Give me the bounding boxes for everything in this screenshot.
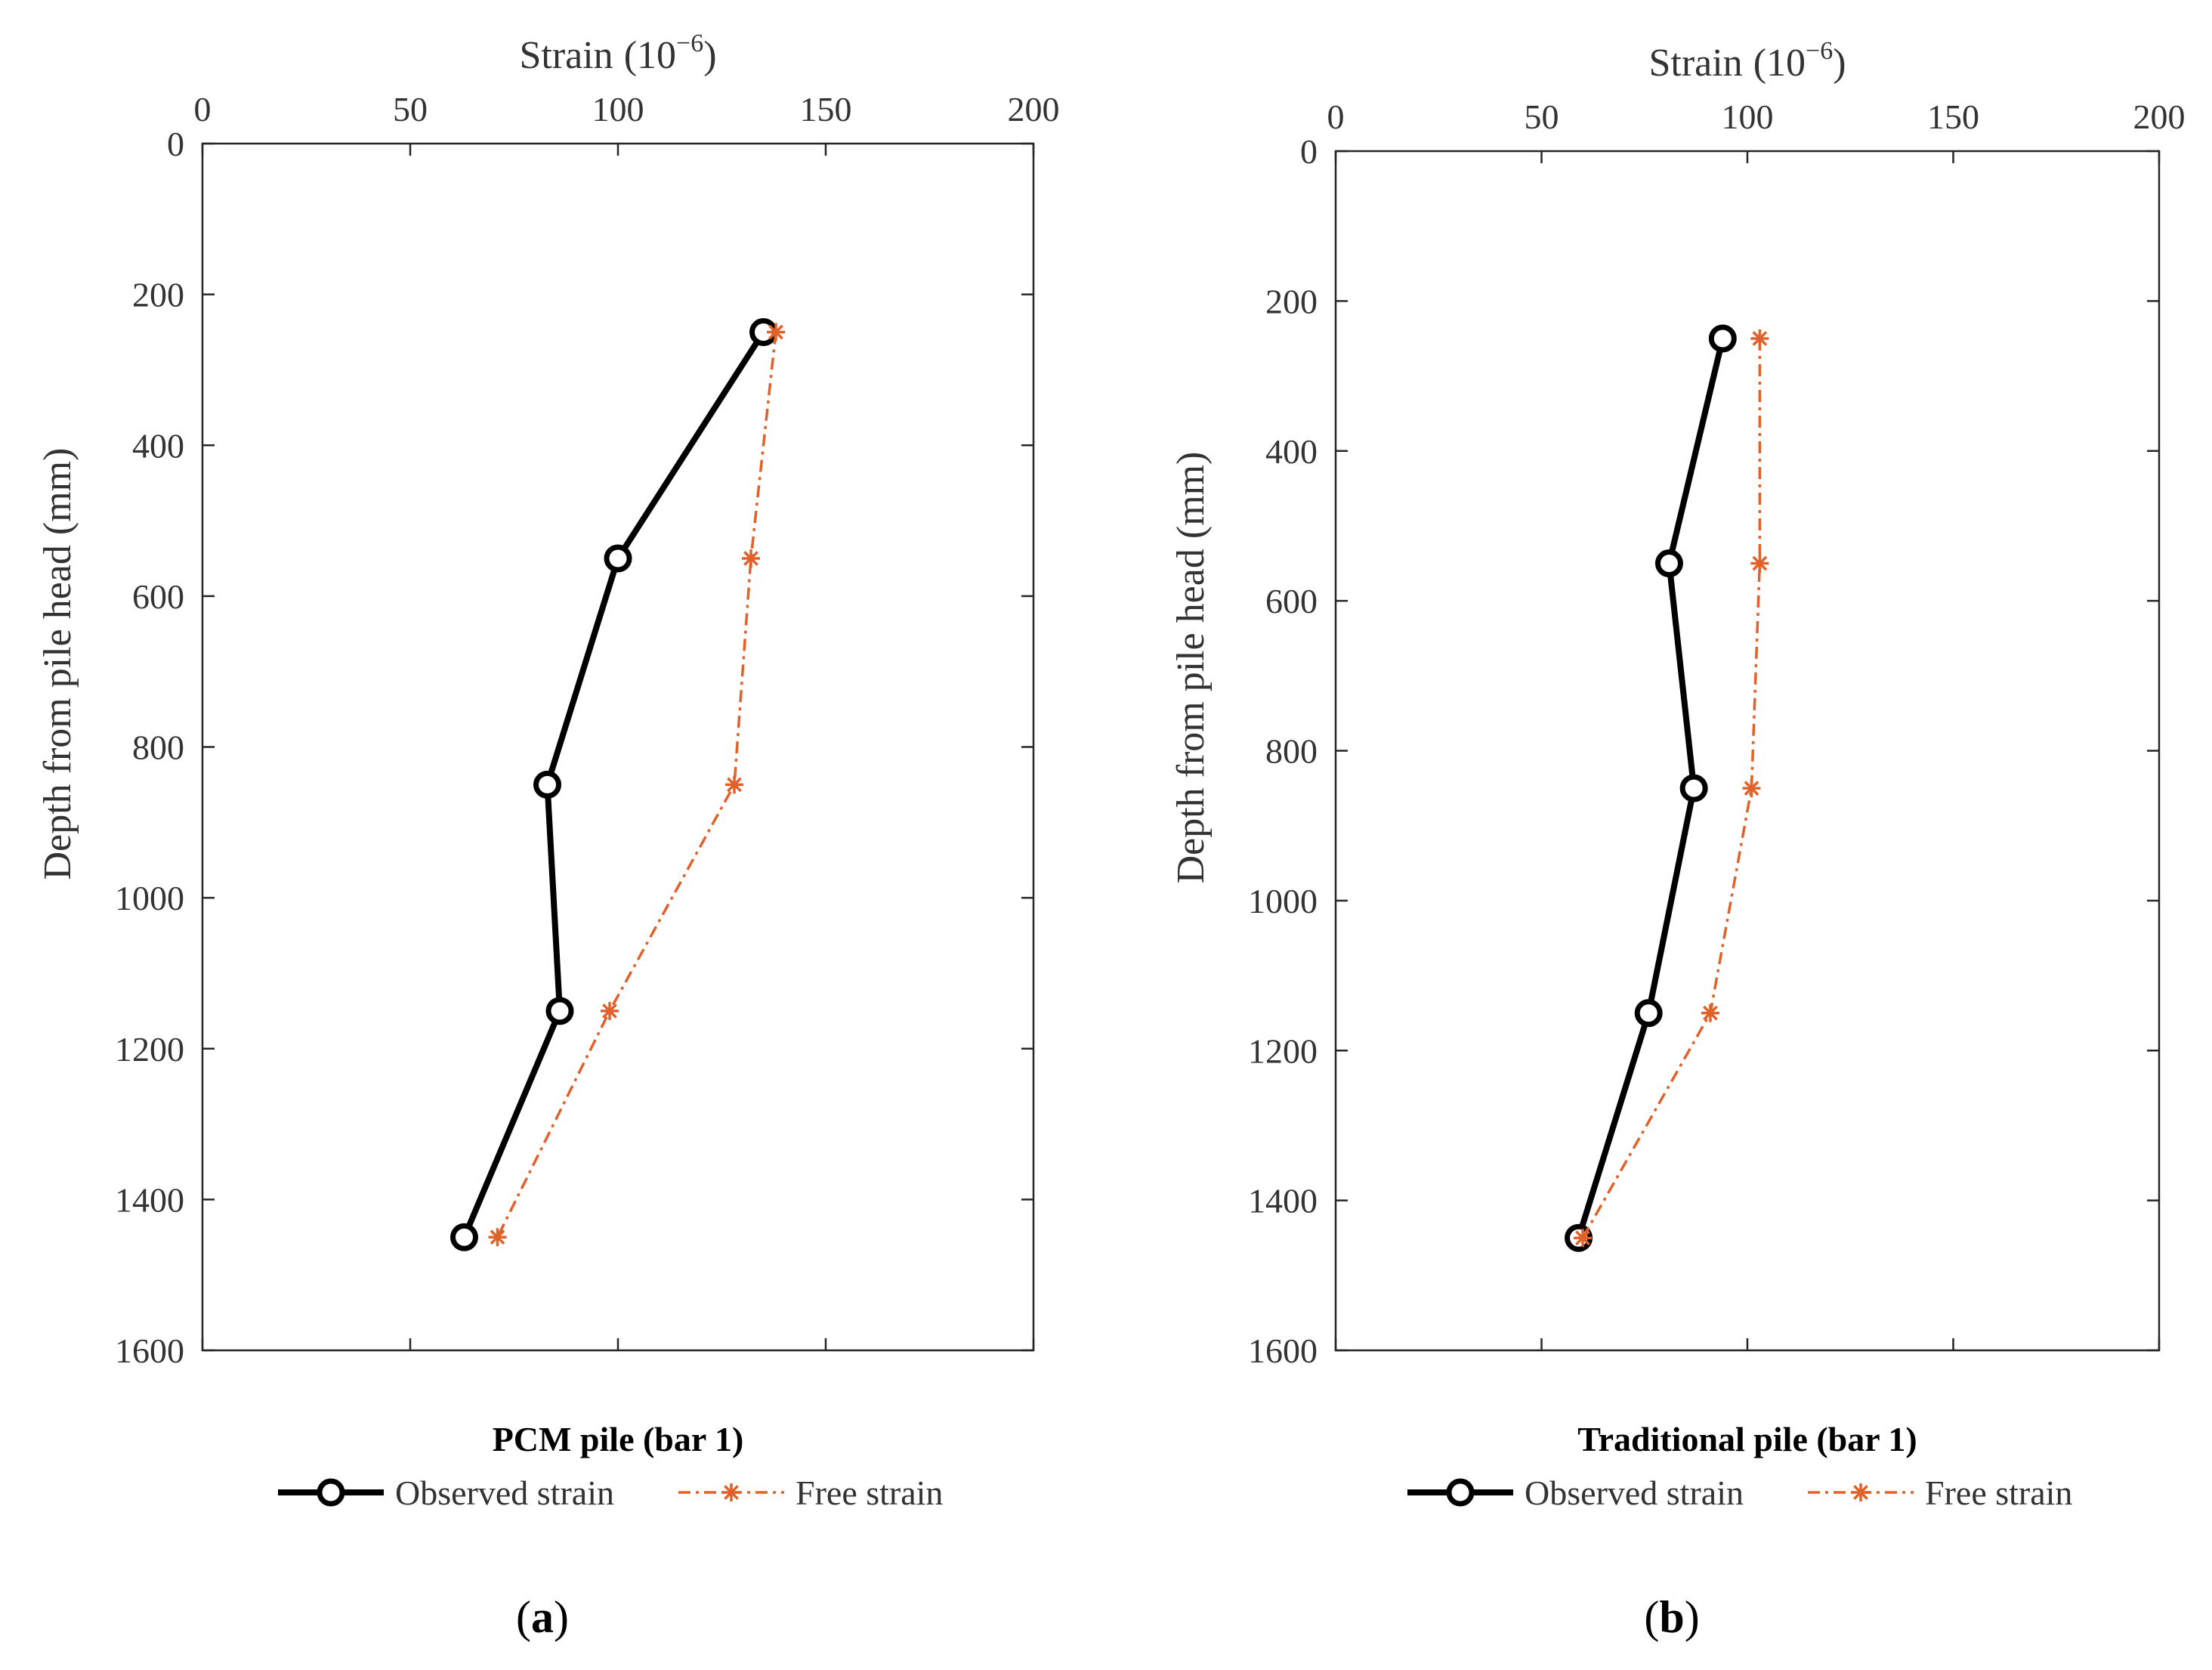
x-axis-title-unit: (10 (624, 34, 676, 77)
x-tick-label: 0 (194, 90, 212, 128)
data-point-asterisk (725, 775, 743, 794)
caption-close-paren: ) (1685, 1592, 1700, 1642)
data-point-circle (450, 1223, 478, 1251)
data-point-circle (1708, 324, 1737, 353)
y-tick-label: 400 (132, 426, 184, 465)
legend: Observed strain Free strain (1407, 1474, 2072, 1512)
y-tick-label: 1400 (115, 1180, 184, 1219)
data-point-asterisk (1701, 1004, 1719, 1022)
y-tick-label: 0 (167, 125, 184, 163)
data-point-asterisk (742, 549, 760, 567)
data-point-circle (1654, 549, 1683, 578)
x-axis-title-close: ) (1833, 42, 1846, 85)
caption-open-paren: ( (516, 1592, 531, 1642)
x-tick-label: 0 (1327, 97, 1345, 136)
legend-label: Observed strain (1525, 1474, 1744, 1512)
y-tick-label: 400 (1265, 432, 1318, 471)
x-axis-title-close: ) (703, 34, 716, 77)
y-tick-label: 1000 (1248, 882, 1318, 920)
series-line (1581, 338, 1762, 1239)
legend-label: Free strain (796, 1474, 943, 1512)
y-tick-label: 1400 (1248, 1182, 1318, 1220)
legend-marker-circle (317, 1478, 345, 1507)
legend-label: Free strain (1925, 1474, 2072, 1512)
data-point-circle (533, 770, 561, 799)
data-point-circle (545, 997, 574, 1025)
y-tick-label: 1200 (115, 1030, 184, 1068)
caption-open-paren: ( (1644, 1592, 1659, 1642)
caption-letter: b (1659, 1592, 1684, 1642)
legend-marker-asterisk (1852, 1483, 1870, 1501)
x-axis-title: Strain (10−6) (1648, 37, 1846, 85)
x-tick-label: 200 (2133, 97, 2186, 136)
x-tick-label: 50 (393, 90, 428, 128)
data-point-circle (1634, 999, 1663, 1028)
data-point-asterisk (1742, 779, 1761, 798)
data-point-asterisk (767, 323, 785, 342)
x-axis-title-text: Strain (1648, 42, 1742, 85)
series-observed-strain (1565, 324, 1737, 1252)
panel-b: 0 50 100 150 200 0 200 400 600 800 1000 1200 1400 160… (1169, 37, 2186, 1642)
caption-close-paren: ) (554, 1592, 569, 1642)
panel-title: PCM pile (bar 1) (493, 1420, 744, 1458)
legend-marker-asterisk (722, 1483, 740, 1501)
y-tick-label: 0 (1300, 132, 1318, 171)
x-axis-title-text: Strain (519, 34, 613, 77)
panel-caption: (a) (516, 1592, 569, 1642)
legend: Observed strain Free strain (278, 1474, 943, 1512)
legend-marker-circle (1446, 1478, 1475, 1507)
data-point-asterisk (1750, 329, 1769, 348)
y-tick-label: 200 (132, 276, 184, 314)
x-axis-title-exponent: −6 (676, 29, 703, 57)
data-point-circle (604, 544, 632, 573)
panel-a: 0 50 100 150 200 0 200 400 600 800 1000 1200 1400 160… (36, 29, 1060, 1642)
data-point-asterisk (488, 1228, 507, 1247)
plot-frame (1334, 150, 2161, 1352)
panel-title: Traditional pile (bar 1) (1577, 1420, 1917, 1458)
y-tick-label: 1600 (1248, 1331, 1318, 1370)
x-axis-title: Strain (10−6) (519, 29, 716, 77)
series-line (461, 330, 766, 1239)
x-tick-label: 100 (1722, 97, 1774, 136)
y-tick-label: 1600 (115, 1331, 184, 1370)
y-tick-label: 800 (132, 728, 184, 767)
y-axis-title: Depth from pile head (mm) (1169, 452, 1213, 884)
data-point-asterisk (1750, 554, 1769, 573)
data-point-circle (1679, 774, 1708, 803)
series-free-strain (1574, 329, 1769, 1248)
y-tick-label: 600 (132, 577, 184, 616)
x-axis-title-exponent: −6 (1806, 37, 1833, 65)
y-axis-title: Depth from pile head (mm) (36, 448, 79, 880)
caption-letter: a (531, 1592, 554, 1642)
plot-frame (201, 142, 1035, 1352)
x-tick-label: 100 (592, 90, 644, 128)
panel-caption: (b) (1644, 1592, 1699, 1642)
x-tick-label: 150 (1927, 97, 1979, 136)
data-point-asterisk (601, 1001, 619, 1020)
series-free-strain (488, 323, 785, 1247)
y-tick-label: 1000 (115, 879, 184, 917)
x-tick-label: 200 (1008, 90, 1060, 128)
y-tick-label: 800 (1265, 732, 1318, 771)
x-axis-title-unit: (10 (1753, 42, 1806, 85)
y-tick-label: 1200 (1248, 1031, 1318, 1070)
y-tick-label: 600 (1265, 582, 1318, 620)
legend-label: Observed strain (395, 1474, 614, 1512)
data-point-asterisk (1574, 1229, 1592, 1248)
x-tick-label: 150 (800, 90, 852, 128)
y-tick-label: 200 (1265, 282, 1318, 320)
x-tick-label: 50 (1525, 97, 1559, 136)
